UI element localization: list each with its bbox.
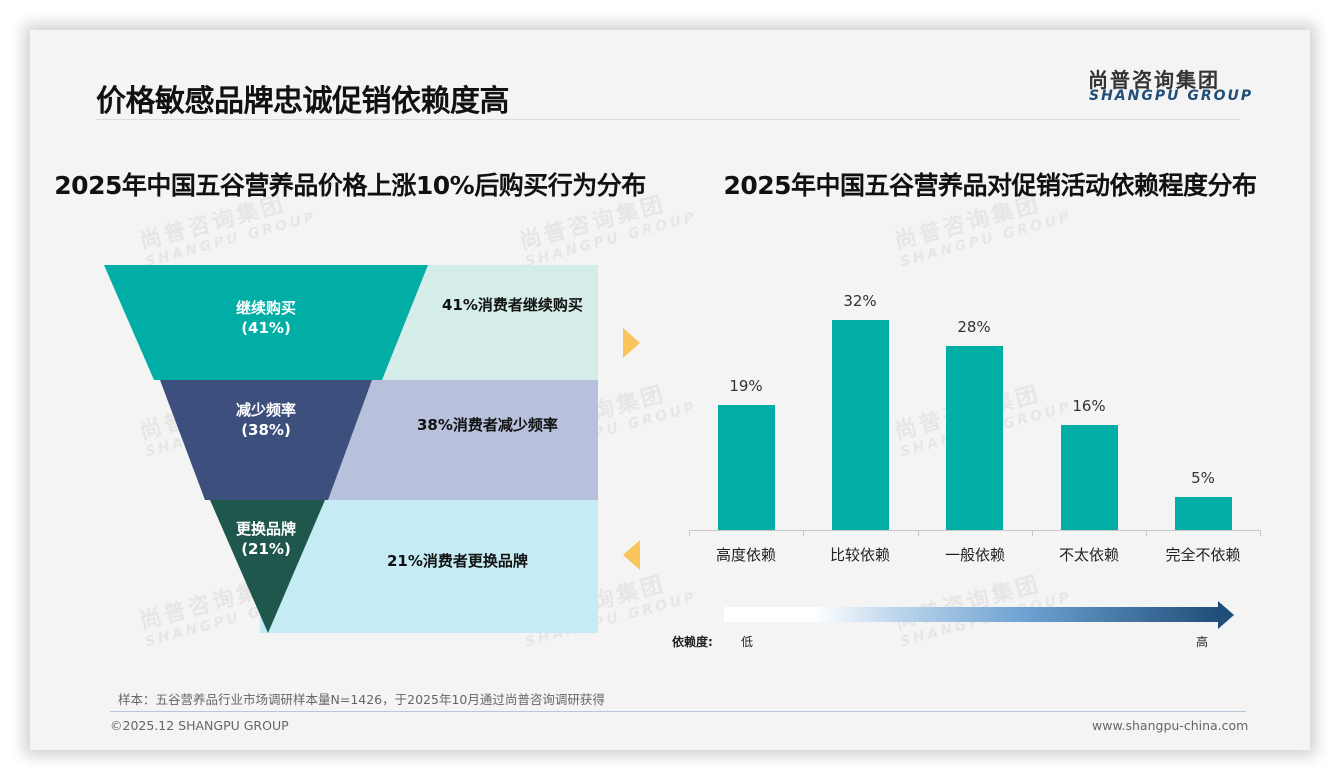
sample-note: 样本：五谷营养品行业市场调研样本量N=1426，于2025年10月通过尚普咨询调…	[118, 692, 605, 707]
category-label: 比较依赖	[829, 546, 890, 564]
funnel-segment-reduce	[160, 380, 372, 500]
bar-value: 32%	[843, 292, 877, 310]
band-note-continue: 41%消费者继续购买	[442, 296, 583, 314]
category-label: 一般依赖	[944, 546, 1005, 564]
logo-text-cn: 尚普咨询集团	[1088, 68, 1220, 92]
scale-low-label: 低	[741, 635, 754, 649]
axis-tick	[918, 530, 919, 536]
arrow-right-icon	[1218, 601, 1234, 629]
axis-tick	[1260, 530, 1261, 536]
category-label: 不太依赖	[1058, 546, 1119, 564]
category-label: 完全不依赖	[1165, 546, 1241, 564]
bar-high-reliance	[718, 405, 775, 530]
header-divider	[96, 119, 1240, 120]
band-note-switch: 21%消费者更换品牌	[387, 552, 528, 570]
triangle-left-icon	[623, 540, 640, 570]
reliance-gradient-bar	[724, 607, 1220, 622]
bar-value: 16%	[1072, 397, 1106, 415]
axis-tick	[1146, 530, 1147, 536]
funnel-label-switch: 更换品牌 (21%)	[196, 519, 336, 559]
segment-name: 更换品牌	[235, 520, 296, 538]
segment-pct: (41%)	[241, 319, 291, 337]
axis-tick	[803, 530, 804, 536]
bar-no-reliance	[1175, 497, 1232, 530]
scale-high-label: 高	[1196, 635, 1209, 649]
scale-title: 依赖度:	[672, 635, 713, 649]
segment-pct: (21%)	[241, 540, 291, 558]
funnel-chart-title: 2025年中国五谷营养品价格上涨10%后购买行为分布	[54, 171, 646, 200]
band-switch	[260, 500, 598, 633]
bar-low-reliance	[1061, 425, 1118, 530]
triangle-right-icon	[623, 328, 640, 358]
funnel-chart	[104, 265, 598, 633]
funnel-segment-switch	[210, 500, 325, 633]
website-link[interactable]: www.shangpu-china.com	[1092, 718, 1249, 733]
axis-tick	[1032, 530, 1033, 536]
segment-name: 继续购买	[235, 299, 296, 317]
copyright: ©2025.12 SHANGPU GROUP	[110, 718, 289, 733]
segment-pct: (38%)	[241, 421, 291, 439]
bar-moderate-reliance	[946, 346, 1003, 530]
bar-value: 28%	[957, 318, 991, 336]
axis-tick	[689, 530, 690, 536]
slide: 尚普咨询集团 SHANGPU GROUP 尚普咨询集团 SHANGPU GROUP …	[30, 30, 1310, 750]
page-title: 价格敏感品牌忠诚促销依赖度高	[96, 84, 510, 119]
funnel-label-reduce: 减少频率 (38%)	[196, 400, 336, 440]
funnel-label-continue: 继续购买 (41%)	[196, 298, 336, 338]
bar-fairly-reliant	[832, 320, 889, 530]
logo-text-en: SHANGPU GROUP	[1089, 88, 1254, 104]
category-label: 高度依赖	[715, 546, 776, 564]
x-axis	[689, 530, 1261, 531]
bar-value: 19%	[729, 377, 763, 395]
funnel-segment-continue	[104, 265, 428, 380]
footer-divider	[110, 711, 1246, 712]
bar-chart-title: 2025年中国五谷营养品对促销活动依赖程度分布	[723, 171, 1257, 200]
segment-name: 减少频率	[235, 401, 296, 419]
band-note-reduce: 38%消费者减少频率	[417, 416, 558, 434]
bar-value: 5%	[1191, 469, 1215, 487]
